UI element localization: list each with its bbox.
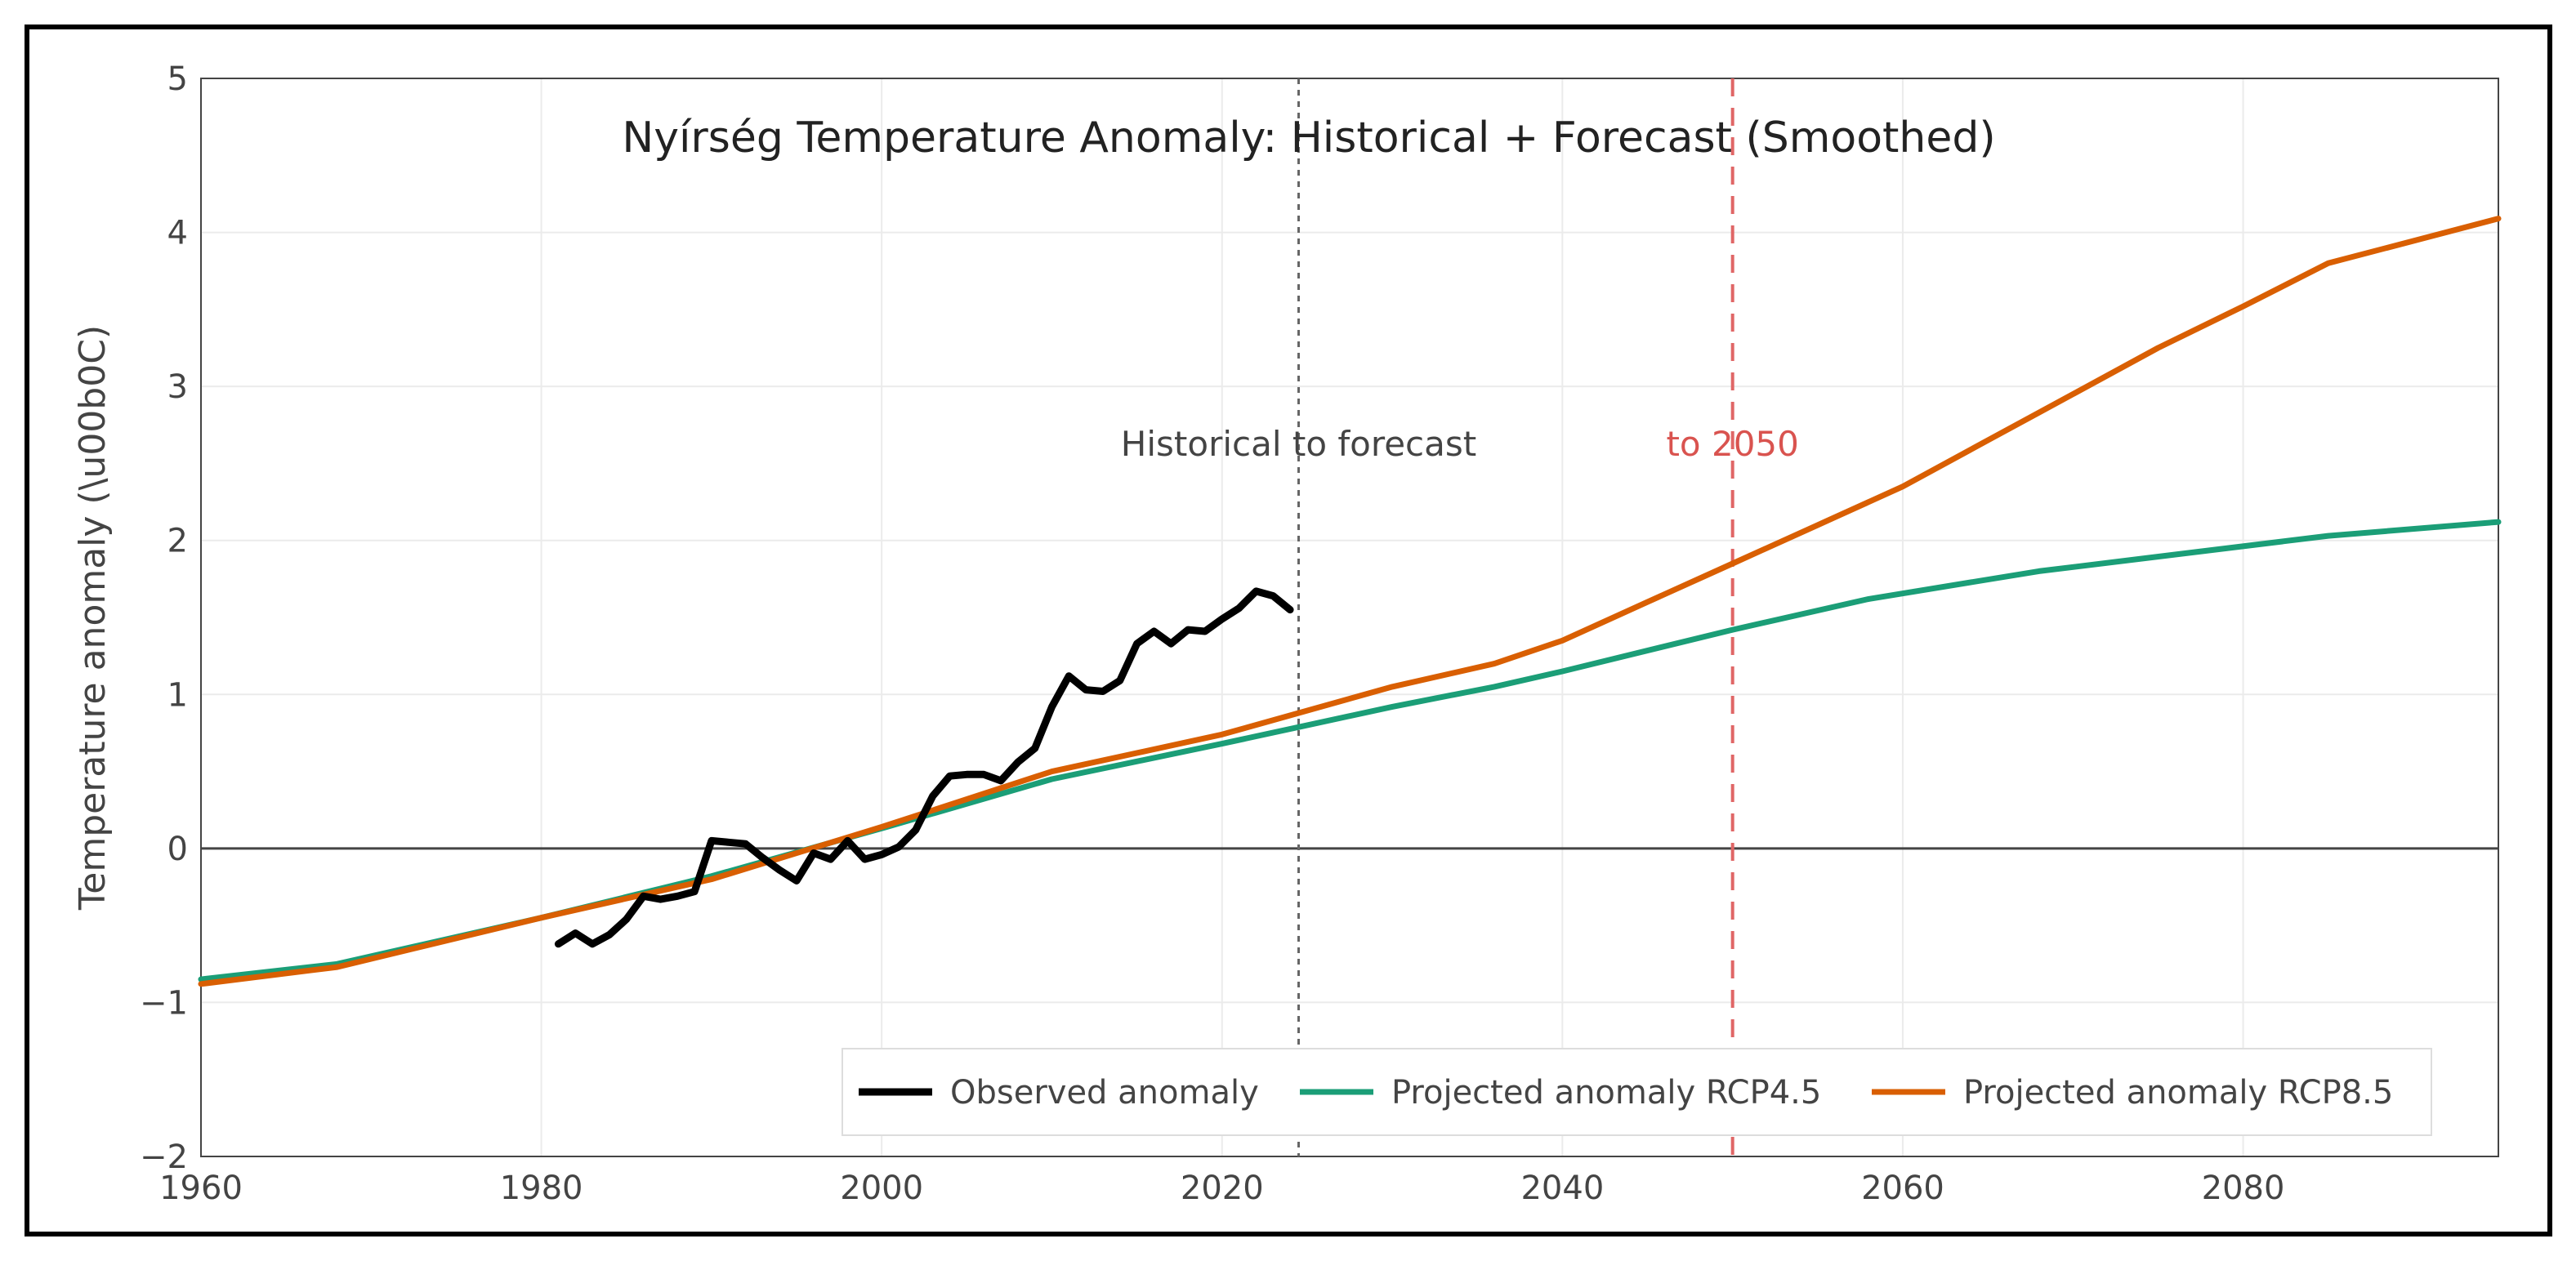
x-tick-label: 1980 [500, 1170, 583, 1207]
plot-title: Nyírség Temperature Anomaly: Historical … [622, 114, 1995, 163]
legend-box [842, 1048, 2432, 1136]
x-tick-label: 2040 [1520, 1170, 1604, 1207]
series-line-observed [554, 587, 1294, 948]
x-tick-label: 2020 [1181, 1170, 1264, 1207]
legend: Observed anomaly Projected anomaly RCP4.5… [842, 1048, 2432, 1136]
y-tick-label: 2 [167, 523, 188, 560]
y-tick-label: 0 [167, 831, 188, 868]
annotation-layer: Historical to forecast to 2050 [1121, 424, 1799, 464]
x-tick-label: 2000 [840, 1170, 923, 1207]
series-layer [198, 216, 2502, 987]
y-tick-label: −2 [140, 1138, 188, 1176]
legend-label: Projected anomaly RCP4.5 [1391, 1074, 1821, 1112]
grid-layer [200, 78, 2498, 1157]
chart-frame: 1960 1980 2000 2020 2040 2060 2080 −2 −1 0 1 2 3 4 5 N… [25, 25, 2552, 1236]
y-tick-label: 3 [167, 368, 188, 406]
annotation-label: Historical to forecast [1121, 424, 1476, 464]
chart-svg: 1960 1980 2000 2020 2040 2060 2080 −2 −1 0 1 2 3 4 5 N… [72, 60, 2502, 1207]
y-tick-label: 4 [167, 215, 188, 252]
x-tick-label: 2080 [2202, 1170, 2285, 1207]
y-tick-label: 1 [167, 676, 188, 714]
y-axis-title: Temperature anomaly (\u00b0C) [72, 325, 114, 911]
vline-layer [1297, 78, 1734, 1156]
series-line-rcp85 [198, 216, 2502, 987]
plot-area-border [200, 78, 2499, 1157]
annotation-label: to 2050 [1666, 424, 1798, 464]
y-tick-label: −1 [140, 984, 188, 1022]
series-line-rcp45 [198, 519, 2502, 983]
axis-layer: 1960 1980 2000 2020 2040 2060 2080 −2 −1 0 1 2 3 4 5 [140, 60, 2499, 1207]
x-tick-label: 1960 [159, 1170, 243, 1207]
legend-label: Projected anomaly RCP8.5 [1963, 1074, 2393, 1112]
y-tick-label: 5 [167, 60, 188, 98]
x-tick-label: 2060 [1861, 1170, 1944, 1207]
legend-label: Observed anomaly [950, 1074, 1259, 1112]
